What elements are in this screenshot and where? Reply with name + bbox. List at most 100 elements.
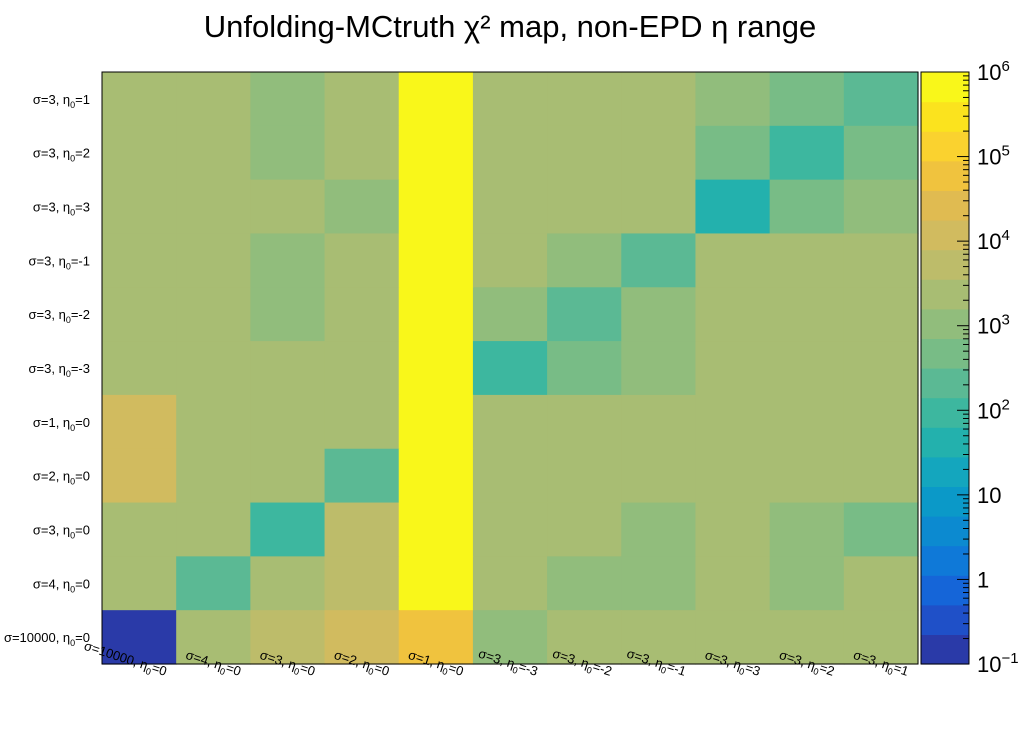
heatmap-cell	[547, 610, 622, 665]
heatmap-cell	[547, 72, 622, 127]
heatmap-cell	[102, 502, 177, 557]
heatmap-cell	[769, 125, 845, 181]
heatmap-cell	[843, 341, 919, 396]
heatmap-cell	[250, 448, 326, 504]
y-tick-label: σ=3, η0=-2	[29, 307, 90, 325]
heatmap-cell	[695, 72, 771, 127]
heatmap-cell	[102, 610, 177, 665]
heatmap-cell	[398, 610, 474, 665]
heatmap-cell	[102, 72, 177, 127]
heatmap-cell	[843, 448, 919, 504]
heatmap-cell	[621, 179, 697, 235]
heatmap-cell	[176, 556, 251, 611]
heatmap-cell	[324, 179, 400, 235]
color-scale-segment	[921, 604, 969, 635]
heatmap-cell	[621, 233, 697, 288]
color-scale-segment	[921, 101, 969, 132]
heatmap-cell	[398, 394, 474, 450]
heatmap-cell	[472, 179, 548, 235]
heatmap-cell	[472, 287, 548, 342]
heatmap-cell	[176, 448, 251, 504]
heatmap-cell	[102, 179, 177, 235]
heatmap-cell	[621, 72, 697, 127]
heatmap-cell	[472, 448, 548, 504]
color-scale-segment	[921, 427, 969, 458]
color-scale-label: 10	[977, 483, 1001, 508]
heatmap-cell	[547, 287, 622, 342]
heatmap-cell	[398, 287, 474, 342]
heatmap-cell	[472, 394, 548, 450]
heatmap-cell	[843, 233, 919, 288]
heatmap-cell	[176, 341, 251, 396]
heatmap-cell	[769, 502, 845, 557]
heatmap-cell	[695, 179, 771, 235]
color-scale-segment	[921, 368, 969, 399]
heatmap-cell	[843, 610, 919, 665]
heatmap-cell	[843, 394, 919, 450]
heatmap-cell	[324, 556, 400, 611]
color-scale-label: 102	[977, 396, 1010, 423]
color-scale-segment	[921, 160, 969, 191]
heatmap-cell	[769, 287, 845, 342]
heatmap-cell	[324, 341, 400, 396]
heatmap-cell	[769, 448, 845, 504]
color-scale-label: 103	[977, 312, 1010, 339]
heatmap-cell	[250, 502, 326, 557]
heatmap-cell	[695, 448, 771, 504]
heatmap-cell	[176, 233, 251, 288]
heatmap-cell	[250, 179, 326, 235]
heatmap-cell	[102, 125, 177, 181]
heatmap-cell	[102, 233, 177, 288]
heatmap-cell	[472, 72, 548, 127]
heatmap-cell	[695, 556, 771, 611]
heatmap-cell	[621, 556, 697, 611]
heatmap-cell	[843, 502, 919, 557]
color-scale-label: 10−1	[977, 650, 1019, 677]
color-scale-frame	[920, 71, 970, 665]
heatmap-cell	[250, 72, 326, 127]
heatmap-cell	[398, 72, 474, 127]
heatmap-cell	[102, 556, 177, 611]
color-scale-segment	[921, 279, 969, 310]
heatmap-cell	[769, 233, 845, 288]
heatmap-cell	[547, 125, 622, 181]
heatmap-cell	[769, 72, 845, 127]
heatmap-cell	[102, 394, 177, 450]
heatmap-cell	[547, 341, 622, 396]
heatmap-cell	[324, 448, 400, 504]
heatmap-cells	[102, 72, 919, 665]
heatmap-cell	[695, 394, 771, 450]
color-scale-segment	[921, 456, 969, 487]
heatmap-cell	[176, 72, 251, 127]
color-scale-segment	[921, 338, 969, 369]
color-scale-label: 106	[977, 58, 1010, 85]
heatmap-cell	[250, 233, 326, 288]
y-tick-label: σ=4, η0=0	[33, 576, 90, 594]
heatmap-cell	[621, 125, 697, 181]
heatmap-cell	[547, 502, 622, 557]
color-scale-segment	[921, 634, 969, 665]
heatmap-cell	[324, 287, 400, 342]
color-scale-segment	[921, 397, 969, 428]
heatmap-cell	[769, 556, 845, 611]
color-scale-segment	[921, 516, 969, 547]
color-scale-label: 105	[977, 143, 1010, 170]
heatmap-cell	[176, 179, 251, 235]
heatmap-cell	[843, 125, 919, 181]
y-tick-label: σ=3, η0=3	[33, 200, 90, 218]
heatmap-cell	[472, 233, 548, 288]
y-tick-label: σ=3, η0=1	[33, 92, 90, 110]
color-scale-segment	[921, 308, 969, 339]
heatmap-cell	[472, 610, 548, 665]
heatmap-cell	[621, 448, 697, 504]
heatmap-cell	[547, 394, 622, 450]
heatmap-cell	[176, 287, 251, 342]
heatmap-cell	[250, 556, 326, 611]
y-tick-label: σ=3, η0=-1	[29, 253, 90, 271]
color-scale-segment	[921, 575, 969, 606]
heatmap-cell	[250, 341, 326, 396]
plot-frame	[101, 71, 919, 665]
heatmap-cell	[324, 610, 400, 665]
heatmap-cell	[176, 610, 251, 665]
